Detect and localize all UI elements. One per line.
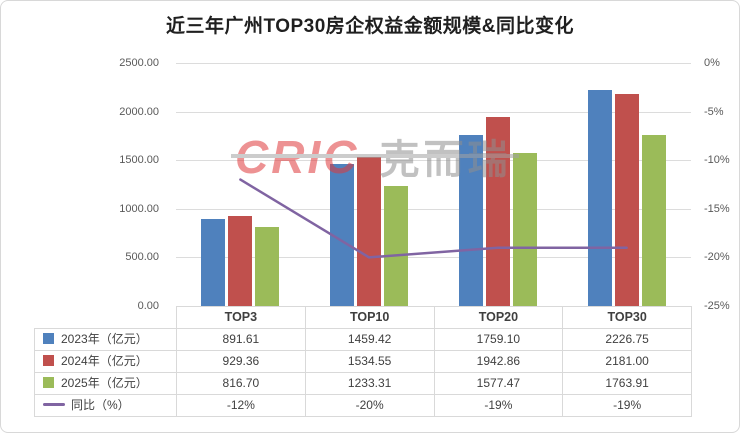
gridline <box>176 160 691 162</box>
table-corner-cell <box>34 306 177 329</box>
bar-TOP30-2024年（亿元） <box>614 94 639 306</box>
legend-cell: 2024年（亿元） <box>34 350 177 373</box>
legend-line-icon <box>43 403 65 407</box>
value-cell: 1759.10 <box>433 328 564 351</box>
series-label: 2023年（亿元） <box>61 332 148 346</box>
y-axis-left-tick: 1000.00 <box>119 202 159 215</box>
y-axis-left-tick: 2000.00 <box>119 105 159 118</box>
bar-TOP30-2023年（亿元） <box>587 89 612 306</box>
bar-TOP10-2024年（亿元） <box>357 156 382 306</box>
value-cell: -19% <box>562 394 692 417</box>
table-row: 2024年（亿元） 929.36 1534.55 1942.86 2181.00 <box>34 350 692 373</box>
value-cell: -12% <box>176 394 306 417</box>
value-cell: -20% <box>304 394 435 417</box>
yoy-line <box>239 178 628 259</box>
category-label-TOP30: TOP30 <box>562 306 692 329</box>
value-cell: 2226.75 <box>562 328 692 351</box>
category-label-TOP3: TOP3 <box>176 306 306 329</box>
watermark-strike-line <box>231 154 520 158</box>
legend-swatch-icon <box>43 377 54 389</box>
chart-data-table: TOP3 TOP10 TOP20 TOP30 2023年（亿元） 891.61 1459.4… <box>34 306 692 417</box>
legend-cell: 同比（%） <box>34 394 177 417</box>
y-axis-left-ticks: 2500.00 2000.00 1500.00 1000.00 500.00 0.00 <box>51 57 159 312</box>
y-axis-right-tick: -10% <box>704 154 730 167</box>
watermark: CRIC 克而瑞 <box>231 127 520 185</box>
series-label: 2025年（亿元） <box>61 376 148 390</box>
bar-series-group <box>176 63 691 306</box>
y-axis-right-tick: -25% <box>704 300 730 312</box>
bar-TOP20-2025年（亿元） <box>512 152 537 306</box>
bar-TOP3-2025年（亿元） <box>255 226 280 306</box>
value-cell: 1942.86 <box>433 350 564 373</box>
bar-TOP3-2024年（亿元） <box>228 215 253 306</box>
y-axis-right-tick: -15% <box>704 202 730 215</box>
value-cell: 891.61 <box>176 328 306 351</box>
y-axis-left-tick: 500.00 <box>125 251 159 264</box>
y-axis-left-tick: 1500.00 <box>119 154 159 167</box>
table-row: 2023年（亿元） 891.61 1459.42 1759.10 2226.75 <box>34 328 692 351</box>
gridline <box>176 111 691 113</box>
gridline <box>176 208 691 210</box>
legend-swatch-icon <box>43 333 54 345</box>
y-axis-right-ticks: 0% -5% -10% -15% -20% -25% <box>704 57 738 312</box>
value-cell: 816.70 <box>176 372 306 395</box>
value-cell: 1233.31 <box>304 372 435 395</box>
gridline <box>176 257 691 259</box>
value-cell: 929.36 <box>176 350 306 373</box>
bar-TOP20-2023年（亿元） <box>458 135 483 306</box>
bar-TOP10-2025年（亿元） <box>384 186 409 306</box>
value-cell: 2181.00 <box>562 350 692 373</box>
series-label: 2024年（亿元） <box>61 354 148 368</box>
value-cell: 1459.42 <box>304 328 435 351</box>
category-label-TOP10: TOP10 <box>304 306 435 329</box>
legend-swatch-icon <box>43 355 54 367</box>
y-axis-right-tick: -5% <box>704 105 724 118</box>
value-cell: 1763.91 <box>562 372 692 395</box>
category-header-row: TOP3 TOP10 TOP20 TOP30 <box>34 306 692 329</box>
gridline <box>176 63 691 64</box>
bar-TOP3-2023年（亿元） <box>201 219 226 306</box>
watermark-brand-cn: 克而瑞 <box>379 138 512 182</box>
table-row: 2025年（亿元） 816.70 1233.31 1577.47 1763.91 <box>34 372 692 395</box>
category-label-TOP20: TOP20 <box>433 306 564 329</box>
value-cell: 1577.47 <box>433 372 564 395</box>
bar-TOP30-2025年（亿元） <box>641 134 666 306</box>
chart-title: 近三年广州TOP30房企权益金额规模&同比变化 <box>165 16 575 37</box>
yoy-line-chart <box>239 178 628 259</box>
bar-TOP20-2024年（亿元） <box>485 117 510 306</box>
legend-cell: 2025年（亿元） <box>34 372 177 395</box>
table-row: 同比（%） -12% -20% -19% -19% <box>34 394 692 417</box>
value-cell: 1534.55 <box>304 350 435 373</box>
plot-area <box>176 63 691 307</box>
series-label: 同比（%） <box>71 398 130 412</box>
y-axis-left-tick: 2500.00 <box>119 57 159 69</box>
legend-cell: 2023年（亿元） <box>34 328 177 351</box>
value-cell: -19% <box>433 394 564 417</box>
y-axis-right-tick: -20% <box>704 251 730 264</box>
y-axis-right-tick: 0% <box>704 57 720 69</box>
